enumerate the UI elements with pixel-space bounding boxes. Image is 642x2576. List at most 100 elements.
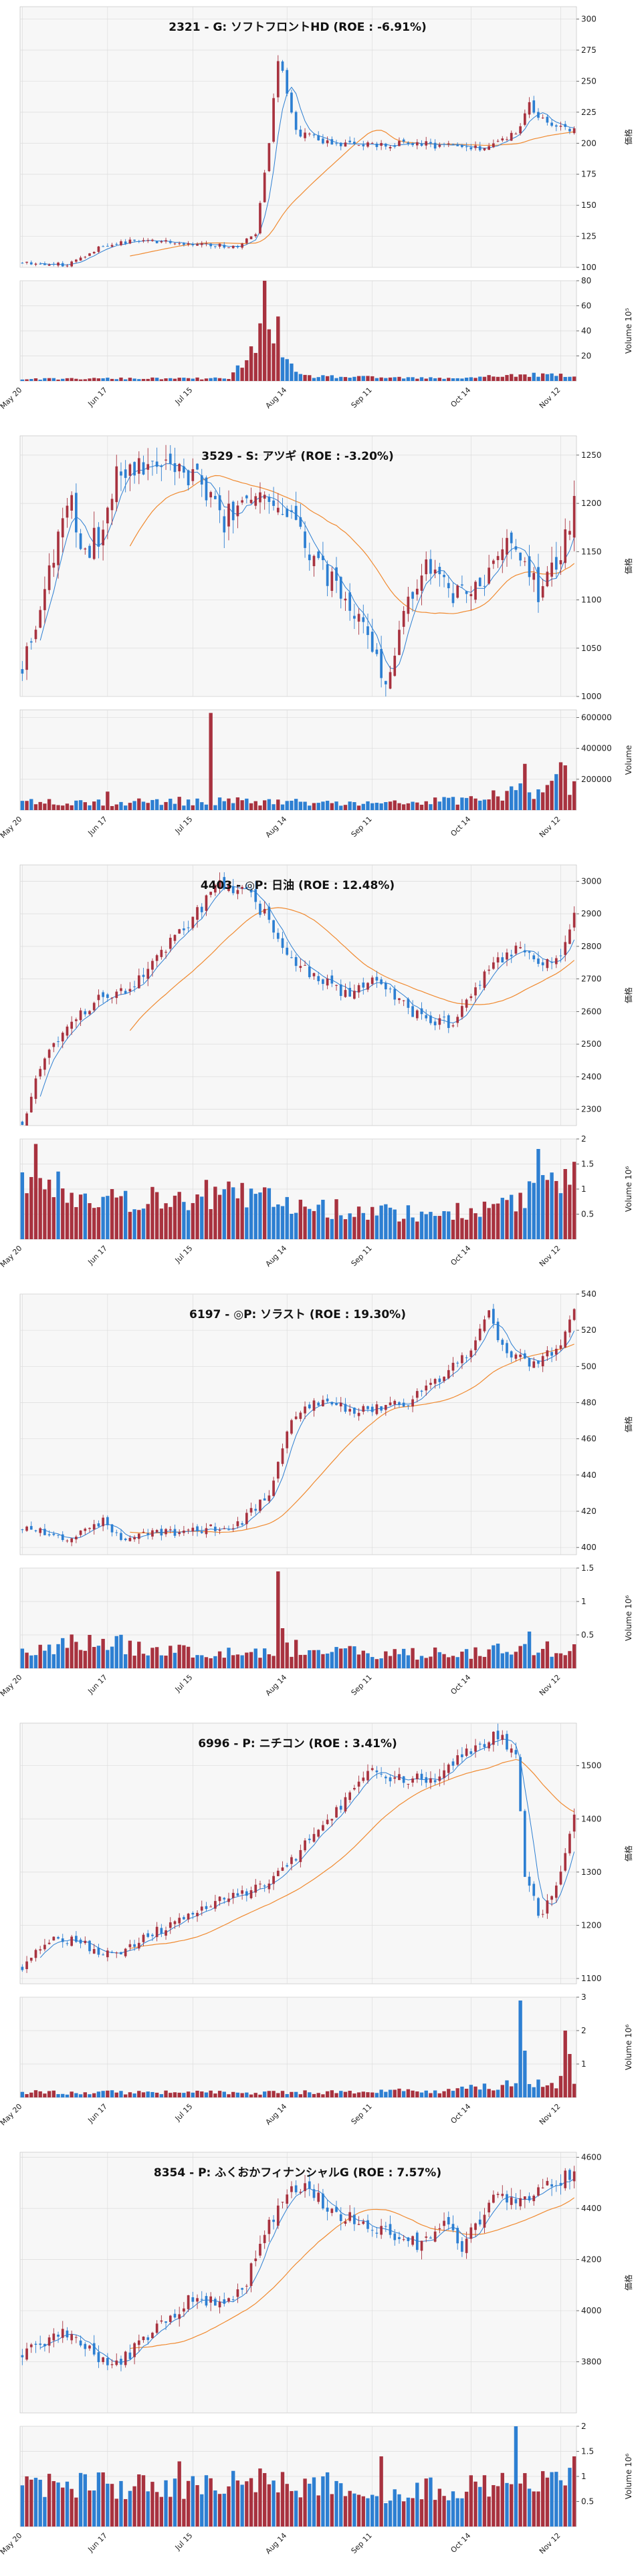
volume-bar bbox=[83, 1650, 87, 1668]
candle-body bbox=[214, 885, 217, 893]
volume-bar bbox=[437, 2093, 442, 2097]
chart-title: 2321 - G: ソフトフロントHD (ROE : -6.91%) bbox=[169, 21, 427, 34]
candle-body bbox=[142, 1934, 145, 1942]
volume-bar bbox=[473, 2086, 477, 2097]
candle-body bbox=[451, 1025, 455, 1027]
volume-bar bbox=[510, 786, 514, 810]
candle-body bbox=[380, 1773, 383, 1775]
candle-body bbox=[70, 261, 74, 267]
volume-bar bbox=[568, 1651, 572, 1668]
y-tick-label: 125 bbox=[581, 232, 597, 241]
volume-bar bbox=[540, 1648, 545, 1668]
candle-body bbox=[196, 907, 199, 920]
candle-body bbox=[263, 1498, 266, 1501]
volume-bar bbox=[267, 2484, 272, 2527]
candle-body bbox=[353, 616, 356, 619]
volume-bar bbox=[464, 2491, 469, 2527]
volume-bar bbox=[51, 1654, 56, 1668]
candle-body bbox=[304, 132, 306, 138]
volume-bar bbox=[227, 798, 231, 810]
volume-bar bbox=[137, 1210, 141, 1239]
candle-body bbox=[97, 995, 100, 1001]
volume-bar bbox=[429, 804, 433, 810]
candle-body bbox=[227, 503, 230, 527]
candle-body bbox=[514, 546, 518, 550]
candle-body bbox=[474, 582, 477, 600]
candle-body bbox=[402, 139, 405, 142]
candle-body bbox=[21, 2355, 24, 2357]
candle-body bbox=[523, 561, 526, 562]
volume-bar bbox=[33, 1144, 38, 1239]
candle-body bbox=[25, 1113, 28, 1126]
volume-bar bbox=[563, 376, 567, 381]
candle-body bbox=[389, 1777, 392, 1782]
volume-bar bbox=[424, 378, 428, 381]
volume-bar bbox=[473, 1647, 477, 1668]
volume-bar bbox=[401, 1218, 406, 1239]
volume-bar bbox=[348, 1213, 352, 1239]
candle-body bbox=[34, 263, 37, 265]
volume-bar bbox=[182, 1645, 186, 1668]
candle-body bbox=[281, 1448, 284, 1464]
volume-bar bbox=[132, 801, 136, 810]
volume-bar bbox=[38, 2480, 42, 2527]
candle-body bbox=[510, 532, 513, 543]
candlestick-chart: May 20 Jun 17 Jul 15 Aug 14 Sep 11 Oct 14 Nov … bbox=[0, 6, 633, 411]
volume-bar bbox=[568, 2054, 572, 2097]
candle-body bbox=[456, 586, 459, 598]
candle-body bbox=[322, 979, 324, 985]
candle-body bbox=[155, 1530, 158, 1533]
volume-bar bbox=[88, 2490, 92, 2527]
volume-bar bbox=[316, 1204, 320, 1239]
volume-bar bbox=[478, 800, 482, 810]
candle-body bbox=[393, 1400, 397, 1405]
x-tick-label: Aug 14 bbox=[264, 1244, 289, 1269]
volume-bar bbox=[222, 1189, 226, 1239]
volume-bar bbox=[370, 1657, 374, 1668]
candle-body bbox=[299, 966, 302, 969]
candle-body bbox=[443, 1770, 445, 1779]
candle-body bbox=[393, 656, 397, 676]
candle-body bbox=[57, 531, 60, 565]
candle-body bbox=[165, 1529, 167, 1535]
candle-body bbox=[151, 239, 154, 241]
candle-body bbox=[447, 1764, 450, 1773]
y-tick-label: 1200 bbox=[581, 499, 602, 508]
candle-body bbox=[236, 1521, 239, 1527]
candle-body bbox=[344, 2221, 347, 2224]
volume-bar bbox=[545, 2085, 550, 2097]
volume-bar bbox=[406, 1205, 411, 1239]
volume-bar bbox=[141, 2475, 146, 2527]
volume-bar bbox=[110, 2484, 114, 2527]
candle-body bbox=[559, 560, 562, 565]
volume-bar bbox=[411, 377, 415, 381]
volume-bar bbox=[200, 1196, 204, 1239]
volume-bar bbox=[550, 1172, 554, 1239]
candle-body bbox=[75, 2337, 78, 2338]
candle-body bbox=[353, 991, 356, 999]
volume-bar bbox=[321, 2476, 325, 2527]
volume-bar bbox=[348, 2091, 352, 2097]
candle-body bbox=[34, 1078, 37, 1100]
volume-bar bbox=[245, 1207, 249, 1239]
moving-average-long-line bbox=[129, 907, 575, 1031]
candle-body bbox=[407, 999, 410, 1008]
volume-bar bbox=[361, 1212, 365, 1239]
volume-bar bbox=[204, 2092, 209, 2097]
candle-body bbox=[75, 259, 78, 262]
volume-bar bbox=[348, 1646, 352, 1668]
candle-body bbox=[128, 239, 132, 244]
candle-body bbox=[411, 2236, 414, 2245]
volume-bar bbox=[29, 1176, 33, 1239]
candle-body bbox=[506, 1734, 508, 1750]
volume-bar bbox=[43, 2496, 47, 2527]
candle-body bbox=[57, 1041, 60, 1042]
volume-bar bbox=[182, 2093, 186, 2097]
volume-bar bbox=[276, 2093, 280, 2097]
candle-body bbox=[348, 987, 352, 997]
volume-bar bbox=[334, 801, 338, 810]
volume-bar bbox=[298, 1654, 303, 1668]
candle-body bbox=[541, 586, 544, 598]
candle-body bbox=[43, 1944, 46, 1950]
volume-bar bbox=[253, 2093, 257, 2097]
